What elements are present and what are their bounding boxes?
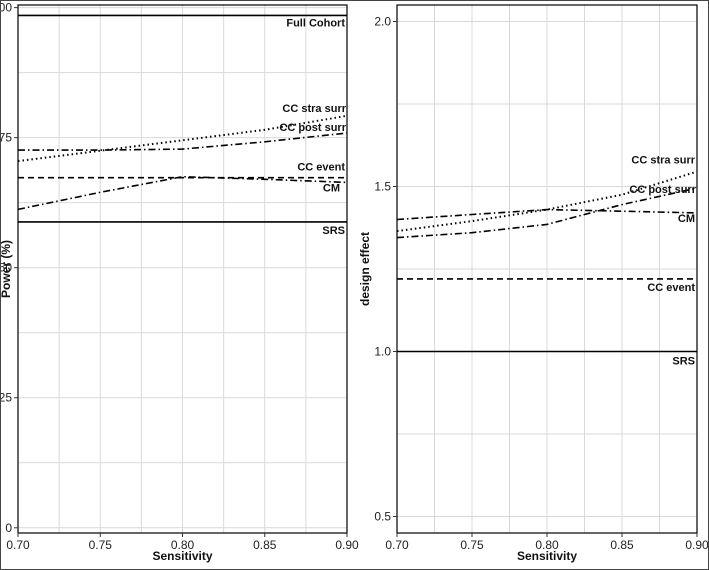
design-effect-series-label-srs: SRS [672, 356, 695, 368]
design-effect-series-labels: CC stra surr CC post surr CM CC event SRS [629, 155, 696, 368]
design-effect-series-label-cc-post-surr: CC post surr [629, 184, 696, 196]
power-series-cc-post-surr [18, 132, 348, 151]
power-y-tick-label: 75 [0, 131, 12, 145]
power-series [17, 14, 348, 223]
power-y-axis-title: Power (%) [0, 240, 13, 298]
design-effect-x-tick-label: 0.85 [610, 538, 634, 552]
power-series-label-srs: SRS [322, 225, 345, 237]
power-series-label-full-cohort: Full Cohort [286, 17, 345, 29]
power-x-tick-label: 0.75 [89, 538, 113, 552]
power-series-cm [17, 175, 348, 211]
power-x-tick-label: 0.70 [6, 538, 30, 552]
design-effect-x-axis-title: Sensitivity [517, 549, 577, 563]
design-effect-x-tick-label: 0.75 [460, 538, 484, 552]
design-effect-series-label-cc-stra-surr: CC stra surr [631, 155, 695, 167]
design-effect-ticks: 0.70 0.75 0.80 0.85 0.90 0.5 1.0 1.5 2.0 [374, 15, 709, 553]
power-y-tick-label: 25 [0, 391, 12, 405]
design-effect-y-axis-title: design effect [358, 232, 372, 306]
power-series-cc-stra-surr [17, 114, 348, 163]
power-series-labels: Full Cohort CC stra surr CC post surr CC ev… [279, 17, 346, 237]
design-effect-series-cc-post-surr [396, 187, 698, 239]
design-effect-series [396, 170, 698, 353]
power-x-tick-label: 0.80 [171, 538, 195, 552]
design-effect-series-label-cm: CM [678, 213, 695, 225]
design-effect-y-tick-label: 1.5 [374, 180, 391, 194]
design-effect-x-tick-label: 0.70 [385, 538, 409, 552]
power-y-tick-label: 50 [0, 261, 12, 275]
design-effect-panel: CC stra surr CC post surr CM CC event SRS 0.… [358, 4, 709, 563]
design-effect-y-tick-label: 2.0 [374, 15, 391, 29]
power-series-label-cc-event: CC event [297, 162, 345, 174]
design-effect-x-tick-label: 0.80 [535, 538, 559, 552]
power-series-label-cc-post-surr: CC post surr [279, 122, 346, 134]
power-x-tick-label: 0.85 [253, 538, 277, 552]
design-effect-y-tick-label: 1.0 [374, 345, 391, 359]
design-effect-series-cc-stra-surr [396, 170, 698, 233]
power-y-tick-label: 0 [5, 521, 12, 535]
power-y-tick-label: 100 [0, 1, 12, 15]
power-panel: Full Cohort CC stra surr CC post surr CC ev… [0, 1, 359, 563]
power-x-axis-title: Sensitivity [152, 549, 212, 563]
design-effect-series-cm [396, 208, 698, 221]
power-ticks: 0.70 0.75 0.80 0.85 0.90 0 25 50 75 100 [0, 1, 359, 552]
design-effect-series-label-cc-event: CC event [647, 282, 695, 294]
power-grid [17, 5, 348, 533]
design-effect-x-tick-label: 0.90 [685, 538, 709, 552]
power-x-tick-label: 0.90 [335, 538, 359, 552]
power-series-label-cc-stra-surr: CC stra surr [282, 103, 346, 115]
power-series-label-cm: CM [323, 182, 340, 194]
design-effect-y-tick-label: 0.5 [374, 510, 391, 524]
